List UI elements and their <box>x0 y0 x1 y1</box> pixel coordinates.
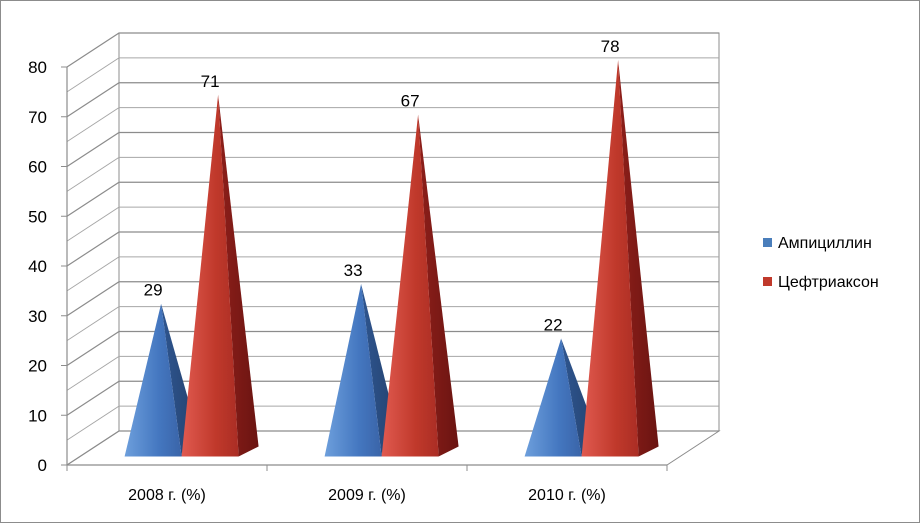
gridline <box>66 281 719 317</box>
gridline <box>66 57 719 93</box>
gridline <box>66 430 719 466</box>
series-ampicillin-pyramid <box>524 338 582 457</box>
axes: 0 10 20 30 40 50 60 70 80 2008 г. (%) 2009 г. (%) 2… <box>28 58 668 504</box>
series-ceftriaxone-pyramid-side <box>618 59 659 457</box>
chart-marks <box>124 59 659 457</box>
gridline <box>66 306 719 342</box>
series-ampicillin-pyramid <box>124 303 182 457</box>
gridline <box>66 107 719 143</box>
y-tick-label: 50 <box>28 207 47 226</box>
data-label: 22 <box>544 316 563 335</box>
gridline <box>66 156 719 192</box>
data-label: 33 <box>344 261 363 280</box>
category-label: 2010 г. (%) <box>528 487 606 504</box>
gridline <box>66 231 719 267</box>
legend-swatch <box>763 277 772 286</box>
series-ceftriaxone-pyramid-side <box>218 94 259 457</box>
gridline <box>66 330 719 367</box>
gridline <box>66 380 719 416</box>
gridline <box>66 206 719 242</box>
data-label: 71 <box>201 72 220 91</box>
data-label: 67 <box>401 92 420 111</box>
y-tick-label: 10 <box>28 406 47 425</box>
gridline <box>66 355 719 391</box>
series-ceftriaxone-pyramid <box>581 59 639 457</box>
legend: Ампициллин Цефтриаксон <box>763 235 879 291</box>
data-label: 78 <box>601 37 620 56</box>
y-tick-label: 0 <box>38 456 47 475</box>
gridline <box>66 256 719 292</box>
y-tick-label: 60 <box>28 158 47 177</box>
category-label: 2008 г. (%) <box>128 487 206 504</box>
gridline <box>66 405 719 441</box>
category-label: 2009 г. (%) <box>328 487 406 504</box>
gridlines <box>66 32 719 466</box>
series-ceftriaxone-pyramid <box>381 114 439 457</box>
series-ceftriaxone-pyramid-side <box>418 114 459 457</box>
series-ampicillin-pyramid <box>324 283 382 457</box>
data-labels: 29 71 33 67 22 78 <box>144 37 620 335</box>
gridline <box>66 32 719 68</box>
series-ceftriaxone-pyramid <box>181 94 239 457</box>
gridline <box>66 82 719 118</box>
legend-swatch <box>763 238 772 247</box>
legend-label: Цефтриаксон <box>778 274 879 291</box>
y-tick-label: 40 <box>28 257 47 276</box>
data-label: 29 <box>144 281 163 300</box>
y-tick-label: 70 <box>28 108 47 127</box>
gridline <box>66 131 719 168</box>
y-tick-label: 20 <box>28 357 47 376</box>
legend-label: Ампициллин <box>778 235 872 252</box>
y-tick-label: 30 <box>28 307 47 326</box>
y-tick-label: 80 <box>28 58 47 77</box>
gridline <box>66 181 719 217</box>
